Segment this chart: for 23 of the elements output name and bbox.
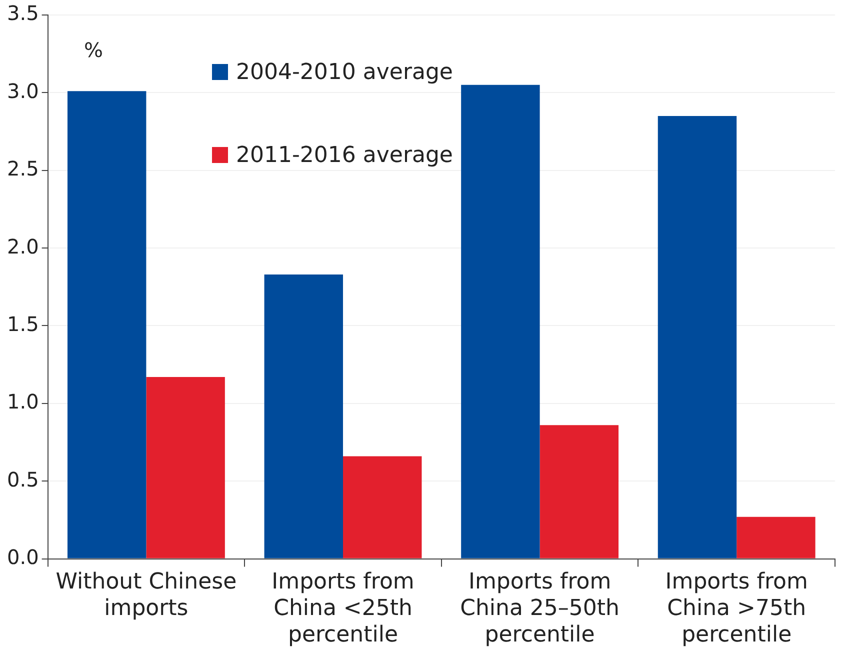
- x-tick-label: Imports from China >75th percentile: [665, 570, 808, 648]
- bar: [343, 456, 422, 558]
- x-tick-label: Imports from China 25–50th percentile: [460, 570, 620, 648]
- y-tick-label: 0.0: [6, 545, 39, 570]
- legend-label: 2004-2010 average: [236, 60, 453, 84]
- y-tick-label: 2.0: [6, 234, 39, 258]
- y-axis-title: %: [84, 38, 104, 62]
- y-tick-label: 2.5: [6, 156, 39, 181]
- legend-label: 2011-2016 average: [236, 142, 453, 168]
- bar: [264, 274, 344, 558]
- y-tick-label: 1.5: [6, 312, 39, 336]
- bar: [658, 116, 737, 558]
- bar: [736, 516, 816, 558]
- y-tick-label: 1.0: [6, 390, 39, 414]
- y-tick-label: 3.0: [6, 78, 39, 103]
- bar: [461, 84, 540, 558]
- bar: [540, 425, 619, 558]
- x-tick-label: Without Chinese imports: [56, 570, 237, 622]
- y-tick-label: 0.5: [6, 467, 39, 492]
- bar: [146, 377, 225, 558]
- y-tick-label: 3.5: [6, 1, 39, 26]
- bar: [67, 91, 146, 558]
- x-tick-label: Imports from China <25th percentile: [272, 570, 414, 648]
